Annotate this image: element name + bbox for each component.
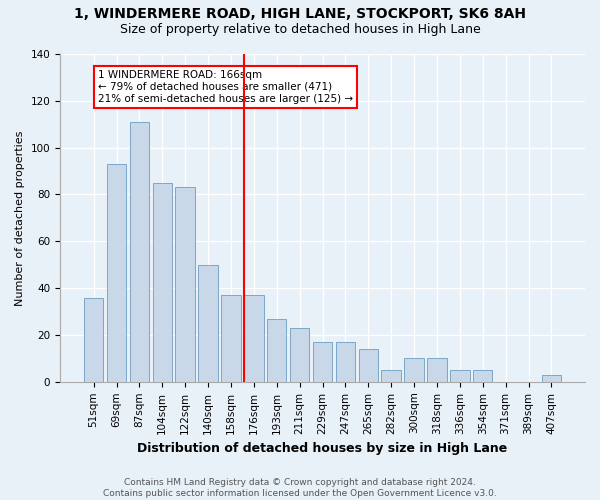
Bar — [404, 358, 424, 382]
Bar — [335, 342, 355, 382]
Y-axis label: Number of detached properties: Number of detached properties — [15, 130, 25, 306]
Bar — [382, 370, 401, 382]
Bar — [199, 264, 218, 382]
Text: Contains HM Land Registry data © Crown copyright and database right 2024.
Contai: Contains HM Land Registry data © Crown c… — [103, 478, 497, 498]
Bar — [313, 342, 332, 382]
Text: 1 WINDERMERE ROAD: 166sqm
← 79% of detached houses are smaller (471)
21% of semi: 1 WINDERMERE ROAD: 166sqm ← 79% of detac… — [98, 70, 353, 104]
Bar — [267, 318, 286, 382]
Bar — [450, 370, 470, 382]
X-axis label: Distribution of detached houses by size in High Lane: Distribution of detached houses by size … — [137, 442, 508, 455]
Bar — [473, 370, 493, 382]
Text: 1, WINDERMERE ROAD, HIGH LANE, STOCKPORT, SK6 8AH: 1, WINDERMERE ROAD, HIGH LANE, STOCKPORT… — [74, 8, 526, 22]
Bar — [542, 375, 561, 382]
Bar — [107, 164, 126, 382]
Bar — [84, 298, 103, 382]
Bar — [175, 188, 195, 382]
Bar — [290, 328, 310, 382]
Text: Size of property relative to detached houses in High Lane: Size of property relative to detached ho… — [119, 22, 481, 36]
Bar — [130, 122, 149, 382]
Bar — [152, 183, 172, 382]
Bar — [427, 358, 446, 382]
Bar — [359, 349, 378, 382]
Bar — [244, 295, 263, 382]
Bar — [221, 295, 241, 382]
